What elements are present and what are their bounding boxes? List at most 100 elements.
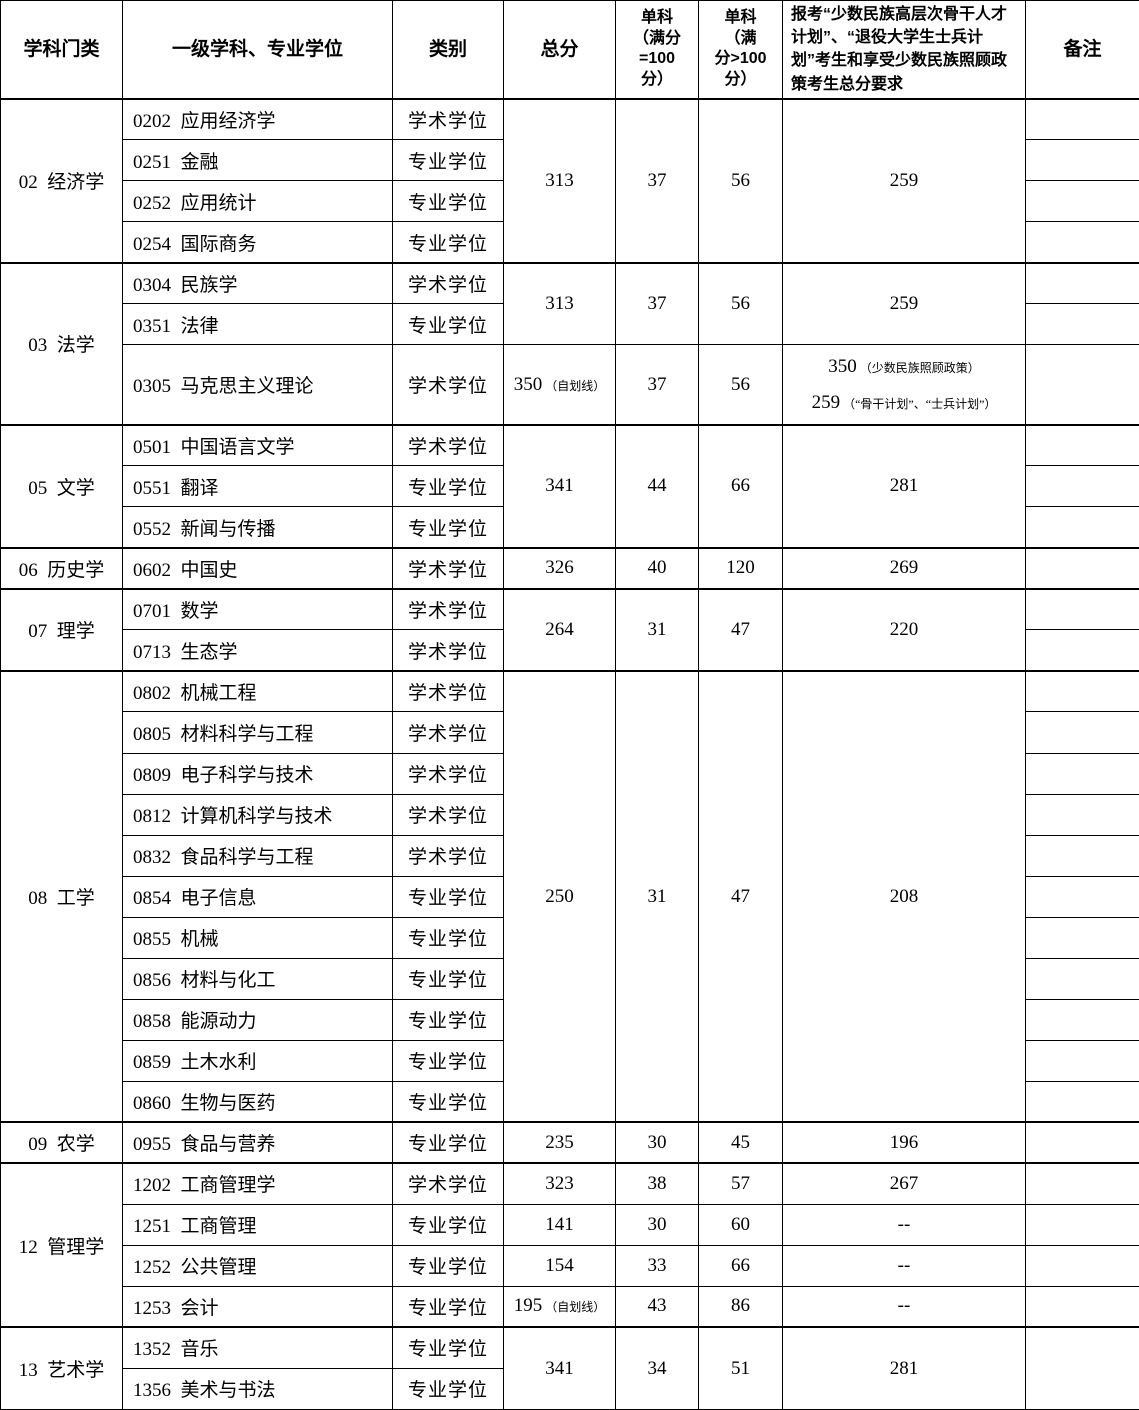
- remark-cell: [1025, 1039, 1139, 1082]
- discipline-cell: 0602 中国史: [122, 546, 393, 590]
- single-subject-100-cell: 33: [615, 1244, 699, 1287]
- remark-cell: [1025, 303, 1139, 346]
- remark-cell: [1025, 1285, 1139, 1328]
- remark-cell: [1025, 998, 1139, 1041]
- discipline-cell: 0701 数学: [122, 587, 393, 631]
- remark-cell: [1025, 180, 1139, 223]
- remark-cell: [1025, 221, 1139, 264]
- remark-cell: [1025, 587, 1139, 631]
- score-value: 350: [828, 355, 857, 377]
- discipline-cell: 0858 能源动力: [122, 998, 393, 1041]
- remark-cell: [1025, 546, 1139, 590]
- header-row: 学科门类 一级学科、专业学位 类别 总分 单科 （满分 =100 分） 单科 （…: [0, 0, 1139, 100]
- degree-type-cell: 学术学位: [392, 793, 504, 836]
- degree-type-cell: 专业学位: [392, 916, 504, 959]
- degree-type-cell: 专业学位: [392, 1039, 504, 1082]
- table-row: 09 农学 0955 食品与营养 专业学位 235 30 45 196: [0, 1121, 1139, 1164]
- remark-cell: [1025, 669, 1139, 713]
- discipline-cell: 0860 生物与医药: [122, 1080, 393, 1123]
- table-row: 1251 工商管理 专业学位 141 30 60 --: [1, 1203, 1139, 1246]
- remark-cell: [1025, 834, 1139, 877]
- discipline-cell: 0832 食品科学与工程: [122, 834, 393, 877]
- total-score-cell: 250: [503, 669, 616, 1123]
- table-row: 0251 金融 专业学位: [1, 139, 1139, 182]
- table-row: 0855 机械 专业学位: [1, 916, 1139, 959]
- single-subject-100-cell: 43: [615, 1285, 699, 1328]
- table-row: 06 历史学 0602 中国史 学术学位 326 40 120 269: [0, 546, 1139, 590]
- single-subject-over100-cell: 47: [698, 669, 783, 1123]
- discipline-cell: 0856 材料与化工: [122, 957, 393, 1000]
- score-value: 350: [513, 373, 543, 395]
- score-value: 250: [545, 885, 574, 907]
- discipline-cell: 0251 金融: [122, 139, 393, 182]
- discipline-cell: 0552 新闻与传播: [122, 506, 393, 549]
- degree-type-cell: 专业学位: [392, 998, 504, 1041]
- table-row: 0854 电子信息 专业学位: [1, 875, 1139, 918]
- remark-cell: [1025, 97, 1139, 141]
- score-value: 341: [545, 475, 574, 497]
- degree-type-cell: 学术学位: [392, 261, 504, 305]
- header-single-subject-over100: 单科 （满 分>100 分）: [698, 0, 783, 100]
- discipline-cell: 0551 翻译: [122, 465, 393, 508]
- remark-cell: [1025, 1080, 1139, 1123]
- total-score-cell: 350 （自划线）: [503, 344, 616, 426]
- table-row: 12 管理学 1202 工商管理学 学术学位 323 38 57 267: [0, 1162, 1139, 1328]
- discipline-cell: 1252 公共管理: [122, 1244, 393, 1287]
- single-subject-100-cell: 31: [615, 587, 699, 672]
- discipline-cell: 0855 机械: [122, 916, 393, 959]
- header-single-subject-100: 单科 （满分 =100 分）: [615, 0, 699, 100]
- table-row: 0856 材料与化工 专业学位: [1, 957, 1139, 1000]
- single-subject-100-cell: 30: [615, 1121, 699, 1164]
- total-score-cell: 154: [503, 1244, 616, 1287]
- table-body: 02 经济学 0202 应用经济学 学术学位 313 37 56 259 0251 金融 专业学…: [0, 97, 1139, 1410]
- degree-type-cell: 学术学位: [392, 834, 504, 877]
- degree-type-cell: 专业学位: [392, 1244, 504, 1287]
- single-subject-100-cell: 44: [615, 423, 699, 549]
- subject-category-cell: 08 工学: [0, 669, 123, 1123]
- score-value: 313: [545, 293, 574, 315]
- degree-type-cell: 专业学位: [392, 1203, 504, 1246]
- minority-plan-score-cell: 267: [782, 1162, 1026, 1205]
- table-row: 05 文学 0501 中国语言文学 学术学位 341 44 66 281: [0, 423, 1139, 549]
- degree-type-cell: 专业学位: [392, 221, 504, 264]
- single-subject-over100-cell: 86: [698, 1285, 783, 1328]
- degree-type-cell: 学术学位: [392, 423, 504, 467]
- single-subject-100-cell: 37: [615, 261, 699, 346]
- degree-type-cell: 学术学位: [392, 752, 504, 795]
- subject-category-cell: 13 艺术学: [0, 1326, 123, 1410]
- discipline-cell: 1251 工商管理: [122, 1203, 393, 1246]
- score-value: 195: [513, 1295, 543, 1317]
- single-subject-over100-cell: 45: [698, 1121, 783, 1164]
- single-subject-over100-cell: 56: [698, 261, 783, 346]
- degree-type-cell: 学术学位: [392, 669, 504, 713]
- subject-category-cell: 09 农学: [0, 1121, 123, 1164]
- header-remark: 备注: [1025, 0, 1139, 100]
- discipline-cell: 0501 中国语言文学: [122, 423, 393, 467]
- table-row: 1252 公共管理 专业学位 154 33 66 --: [1, 1244, 1139, 1287]
- score-value: 154: [545, 1254, 574, 1276]
- table-row: 0860 生物与医药 专业学位: [1, 1080, 1139, 1123]
- score-value: 141: [545, 1213, 574, 1235]
- remark-cell: [1025, 423, 1139, 467]
- minority-plan-score-cell: 281: [782, 1326, 1026, 1410]
- remark-cell: [1025, 916, 1139, 959]
- score-value: 323: [545, 1172, 574, 1194]
- discipline-cell: 0351 法律: [122, 303, 393, 346]
- table-row: 1356 美术与书法 专业学位: [1, 1367, 1139, 1410]
- degree-type-cell: 专业学位: [392, 180, 504, 223]
- degree-type-cell: 学术学位: [392, 546, 504, 590]
- single-subject-100-cell: 40: [615, 546, 699, 590]
- header-discipline: 一级学科、专业学位: [122, 0, 393, 100]
- subject-category-cell: 06 历史学: [0, 546, 123, 590]
- discipline-cell: 0859 土木水利: [122, 1039, 393, 1082]
- score-value: 313: [545, 169, 574, 191]
- degree-type-cell: 专业学位: [392, 139, 504, 182]
- table-row: 03 法学 0304 民族学 学术学位 313 37 56 259: [0, 261, 1139, 426]
- remark-cell: [1025, 1326, 1139, 1410]
- degree-type-cell: 专业学位: [392, 1285, 504, 1328]
- table-row: 0832 食品科学与工程 学术学位: [1, 834, 1139, 877]
- total-score-cell: 195 （自划线）: [503, 1285, 616, 1328]
- remark-cell: [1025, 506, 1139, 549]
- degree-type-cell: 学术学位: [392, 587, 504, 631]
